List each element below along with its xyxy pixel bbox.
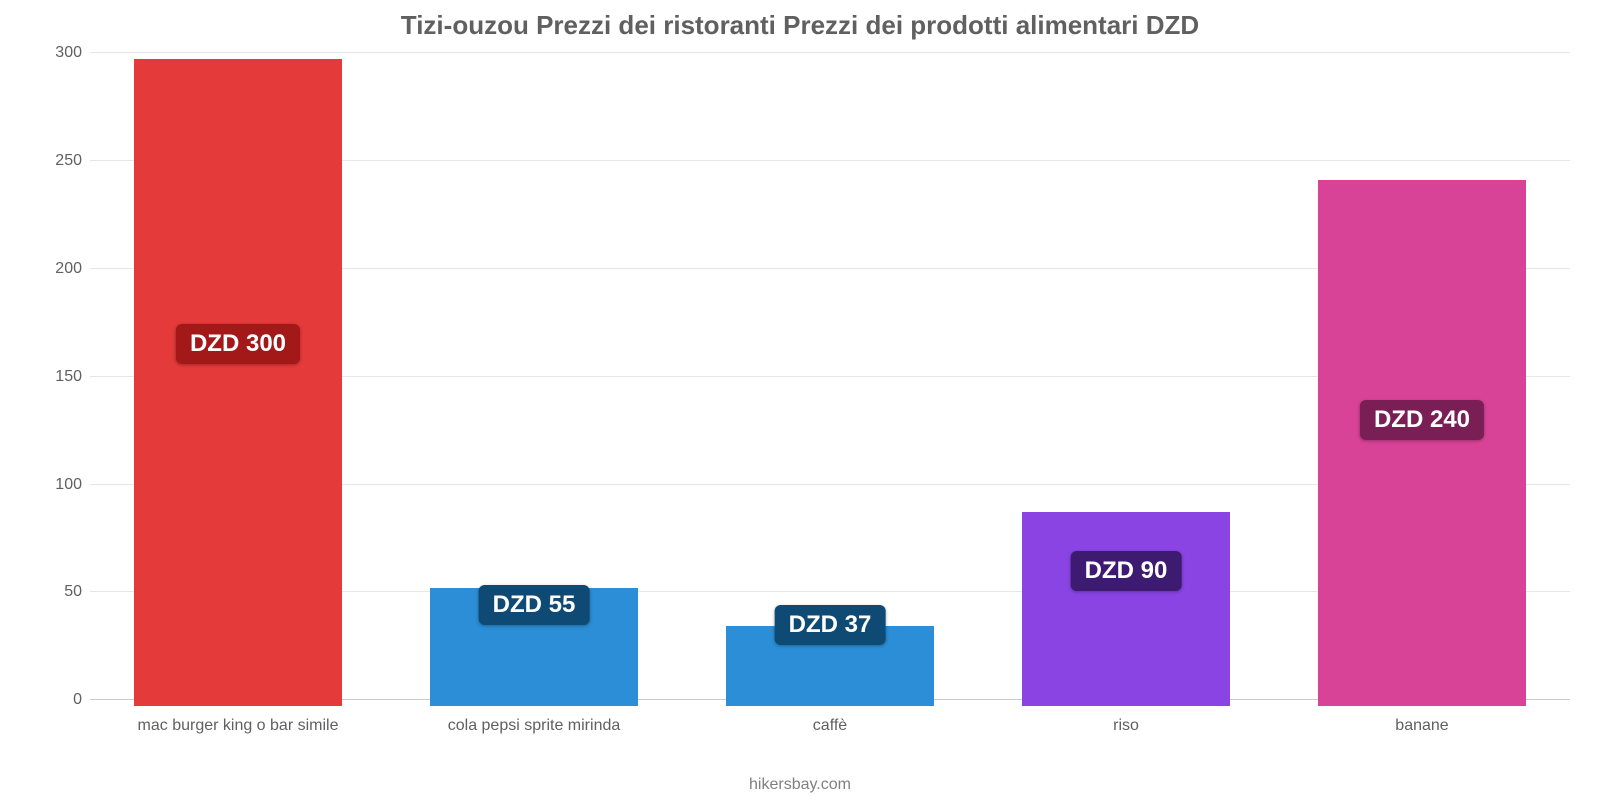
bar-slot: DZD 240: [1274, 51, 1570, 711]
bar-value-badge: DZD 300: [176, 324, 300, 364]
y-axis-tick: 0: [30, 691, 90, 709]
bar-value-badge: DZD 240: [1360, 400, 1484, 440]
bar-value-badge: DZD 37: [775, 605, 886, 645]
x-axis-label: riso: [978, 717, 1274, 739]
y-axis: 050100150200250300: [30, 51, 90, 711]
bar: [1318, 180, 1525, 706]
plot-area: 050100150200250300 DZD 300DZD 55DZD 37DZ…: [30, 51, 1570, 711]
bar-slot: DZD 37: [682, 51, 978, 711]
bar: [134, 59, 341, 706]
chart-title: Tizi-ouzou Prezzi dei ristoranti Prezzi …: [30, 10, 1570, 41]
bars-group: DZD 300 DZD 55 DZD 37 DZD 90 DZD 240: [90, 51, 1570, 711]
x-axis-label: caffè: [682, 717, 978, 739]
bar-slot: DZD 55: [386, 51, 682, 711]
y-axis-tick: 100: [30, 476, 90, 494]
y-axis-tick: 50: [30, 583, 90, 601]
y-axis-tick: 300: [30, 44, 90, 62]
chart-footer: hikersbay.com: [0, 776, 1600, 794]
x-axis: mac burger king o bar similecola pepsi s…: [90, 717, 1570, 739]
bar: [1022, 512, 1229, 706]
bar-value-badge: DZD 90: [1071, 551, 1182, 591]
bar-slot: DZD 90: [978, 51, 1274, 711]
bar-slot: DZD 300: [90, 51, 386, 711]
x-axis-label: banane: [1274, 717, 1570, 739]
bar-value-badge: DZD 55: [479, 585, 590, 625]
y-axis-tick: 250: [30, 152, 90, 170]
x-axis-label: mac burger king o bar simile: [90, 717, 386, 739]
chart-container: Tizi-ouzou Prezzi dei ristoranti Prezzi …: [0, 0, 1600, 800]
y-axis-tick: 200: [30, 260, 90, 278]
x-axis-label: cola pepsi sprite mirinda: [386, 717, 682, 739]
y-axis-tick: 150: [30, 368, 90, 386]
